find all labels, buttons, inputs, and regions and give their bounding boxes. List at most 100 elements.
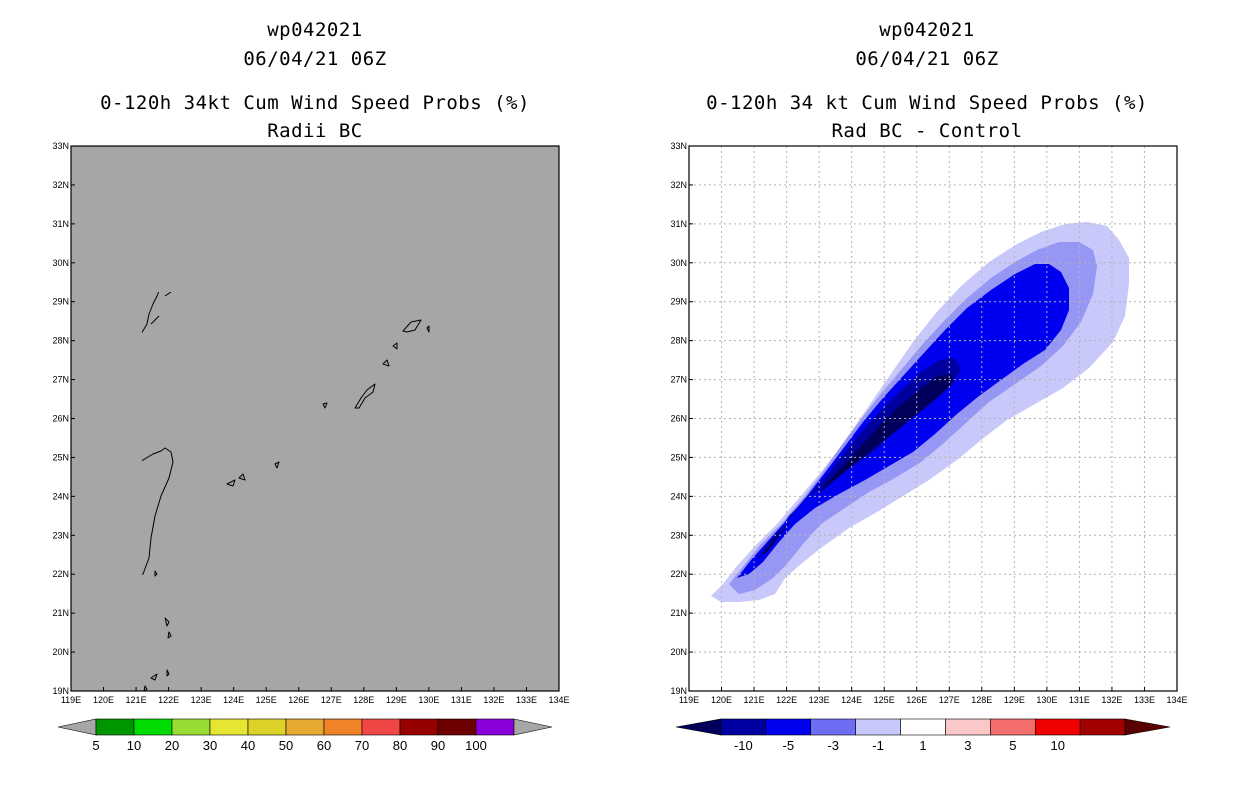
colorbar-label: 90 [431, 738, 445, 753]
colorbar-swatch [133, 718, 173, 736]
right-title: wp042021 06/04/21 06Z 0-120h 34 kt Cum W… [667, 16, 1187, 146]
right-map-panel: 119E 120E 121E 122E 123E 124E 125E 126E 127E 128E… [670, 141, 1187, 705]
lat-tick-label: 23N [52, 530, 69, 540]
lon-tick-label: 121E [126, 695, 147, 705]
lon-tick-label: 128E [971, 695, 992, 705]
lon-tick-label: 132E [483, 695, 504, 705]
right-subtitle: Rad BC - Control [831, 120, 1023, 142]
lon-tick-label: 130E [418, 695, 439, 705]
contour-level-15 [761, 374, 953, 556]
colorbar-label: 80 [393, 738, 407, 753]
lat-tick-label: 20N [52, 647, 69, 657]
lat-tick-label: 31N [670, 219, 687, 229]
colorbar-label: 10 [127, 738, 141, 753]
colorbar-label: -3 [827, 738, 839, 753]
lon-tick-label: 125E [874, 695, 895, 705]
right-grid-lines [689, 146, 1177, 691]
colorbar-swatch [247, 718, 287, 736]
lat-tick-label: 22N [52, 569, 69, 579]
colorbar-label: 100 [465, 738, 487, 753]
lon-tick-label: 129E [1004, 695, 1025, 705]
colorbar-swatch [361, 718, 401, 736]
colorbar-swatch [720, 718, 767, 736]
lat-tick-label: 26N [52, 414, 69, 424]
lon-tick-label: 129E [386, 695, 407, 705]
left-storm-id: wp042021 [267, 19, 363, 41]
lon-tick-label: 127E [321, 695, 342, 705]
lon-tick-label: 120E [711, 695, 732, 705]
colorbar-label: 50 [279, 738, 293, 753]
lat-tick-label: 24N [670, 491, 687, 501]
colorbar-swatch [765, 718, 812, 736]
lat-tick-label: 25N [670, 452, 687, 462]
lon-tick-label: 134E [548, 695, 569, 705]
lon-tick-label: 119E [679, 695, 699, 705]
lon-tick-label: 119E [61, 695, 81, 705]
left-title: wp042021 06/04/21 06Z 0-120h 34kt Cum Wi… [55, 16, 575, 146]
lon-tick-label: 123E [809, 695, 830, 705]
lat-tick-label: 28N [670, 336, 687, 346]
lon-tick-label: 127E [939, 695, 960, 705]
lat-tick-label: 33N [52, 141, 69, 151]
lat-tick-label: 25N [52, 452, 69, 462]
lat-tick-label: 31N [52, 219, 69, 229]
lon-tick-label: 133E [1134, 695, 1155, 705]
colorbar-swatch [209, 718, 249, 736]
left-product: 0-120h 34kt Cum Wind Speed Probs (%) [100, 92, 530, 114]
colorbar-swatch [399, 718, 439, 736]
lon-tick-label: 128E [353, 695, 374, 705]
right-colorbar: -10 -5 -3 -1 1 3 5 10 [675, 718, 1171, 753]
colorbar-label: 40 [241, 738, 255, 753]
colorbar-label: 20 [165, 738, 179, 753]
left-axis-ticks: 119E 120E 121E 122E 123E 124E 125E 126E 127E 128E… [52, 141, 569, 705]
left-map-panel: 119E 120E 121E 122E 123E 124E 125E 126E 127E 128E… [52, 141, 569, 705]
probability-difference-contours [711, 222, 1129, 602]
lon-tick-label: 126E [906, 695, 927, 705]
colorbar-swatch [323, 718, 363, 736]
right-product: 0-120h 34 kt Cum Wind Speed Probs (%) [706, 92, 1148, 114]
colorbar-label: 70 [355, 738, 369, 753]
lon-tick-label: 133E [516, 695, 537, 705]
right-date: 06/04/21 06Z [855, 48, 999, 70]
lat-tick-label: 24N [52, 491, 69, 501]
lon-tick-label: 130E [1036, 695, 1057, 705]
lon-tick-label: 134E [1166, 695, 1187, 705]
lat-tick-label: 32N [52, 180, 69, 190]
lat-tick-label: 27N [52, 375, 69, 385]
left-map-background [71, 146, 559, 691]
lon-tick-label: 132E [1101, 695, 1122, 705]
right-storm-id: wp042021 [879, 19, 975, 41]
lat-tick-label: 23N [670, 530, 687, 540]
colorbar-swatch [945, 718, 991, 736]
colorbar-label: 30 [203, 738, 217, 753]
colorbar-label: -1 [872, 738, 884, 753]
left-date: 06/04/21 06Z [243, 48, 387, 70]
colorbar-swatch [1079, 718, 1126, 736]
colorbar-label: 10 [1050, 738, 1064, 753]
colorbar-swatch [990, 718, 1036, 736]
colorbar-arrow-right [1124, 718, 1171, 736]
lat-tick-label: 26N [670, 414, 687, 424]
colorbar-label: 5 [92, 738, 99, 753]
left-colorbar: 5 10 20 30 40 50 60 70 80 90 100 [57, 718, 553, 753]
left-subtitle: Radii BC [267, 120, 363, 142]
colorbar-swatch [1034, 718, 1081, 736]
lat-tick-label: 19N [670, 686, 687, 696]
lat-tick-label: 29N [52, 297, 69, 307]
colorbar-swatch [475, 718, 515, 736]
lon-tick-label: 123E [191, 695, 212, 705]
colorbar-label: 3 [964, 738, 971, 753]
colorbar-swatch [171, 718, 211, 736]
lat-tick-label: 21N [52, 608, 69, 618]
colorbar-swatch [95, 718, 135, 736]
lat-tick-label: 32N [670, 180, 687, 190]
lon-tick-label: 121E [744, 695, 765, 705]
lon-tick-label: 125E [256, 695, 277, 705]
lat-tick-label: 19N [52, 686, 69, 696]
lon-tick-label: 122E [158, 695, 179, 705]
right-axis-ticks: 119E 120E 121E 122E 123E 124E 125E 126E 127E 128E… [670, 141, 1187, 705]
lat-tick-label: 27N [670, 375, 687, 385]
colorbar-swatch [810, 718, 856, 736]
lon-tick-label: 120E [93, 695, 114, 705]
